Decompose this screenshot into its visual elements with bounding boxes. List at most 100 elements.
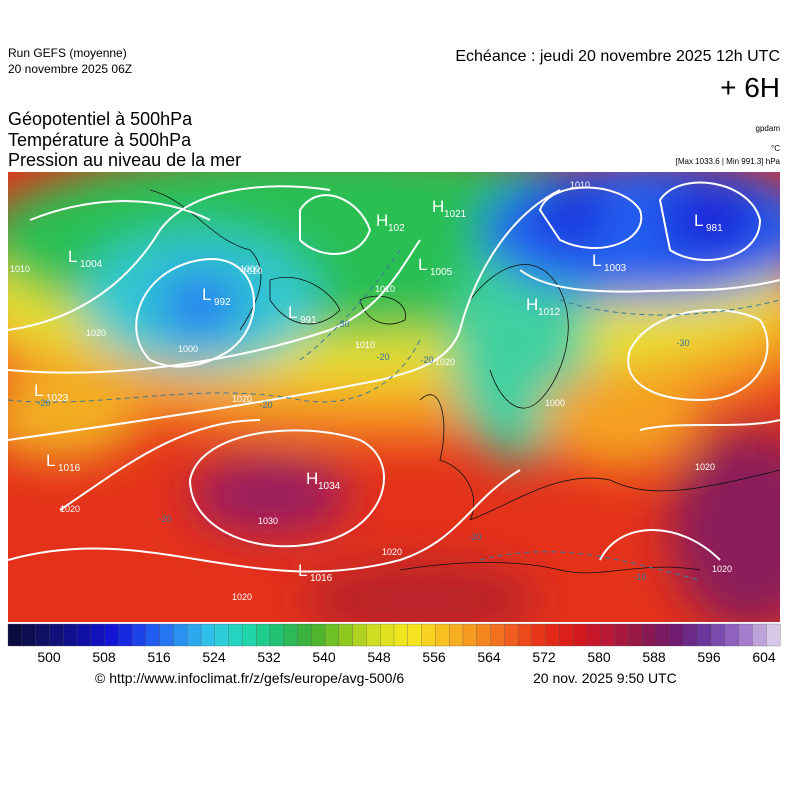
- unit: [Max 1033.6 | Min 991.3] hPa: [676, 157, 781, 166]
- scale-cell: [407, 623, 423, 647]
- scale-label: 540: [312, 649, 336, 665]
- scale-cell: [586, 623, 602, 647]
- scale-label: 556: [422, 649, 446, 665]
- isobar-label: 1000: [240, 264, 260, 274]
- footer-date: 20 nov. 2025 9:50 UTC: [533, 670, 677, 686]
- temperature-label: -20: [468, 532, 481, 542]
- center-value: 1005: [430, 267, 453, 278]
- temperature-label: -20: [420, 355, 433, 365]
- scale-cell: [35, 623, 50, 647]
- scale-cell: [545, 623, 560, 647]
- scale-cell: [352, 623, 367, 647]
- isobar-label: 1020: [712, 564, 732, 574]
- scale-cell: [49, 623, 64, 647]
- center-value: 1023: [46, 393, 69, 404]
- scale-label: 572: [532, 649, 556, 665]
- isobar-label: 1010: [375, 284, 395, 294]
- center-letter: L: [202, 285, 211, 304]
- center-letter: H: [526, 295, 538, 314]
- scale-cell: [131, 623, 147, 647]
- scale-label: 580: [587, 649, 611, 665]
- center-value: 981: [706, 223, 723, 234]
- scale-cell: [476, 623, 491, 647]
- isobar-label: 1020: [232, 394, 252, 404]
- isobar-label: 1010: [570, 180, 590, 190]
- center-value: 102: [388, 223, 405, 234]
- scale-cell: [531, 623, 547, 647]
- scale-label: 516: [147, 649, 171, 665]
- center-letter: L: [288, 303, 297, 322]
- coastlines: [149, 189, 780, 574]
- run-label: Run GEFS (moyenne): [8, 46, 127, 60]
- center-value: 992: [214, 297, 231, 308]
- center-letter: L: [592, 251, 601, 270]
- scale-cell: [697, 623, 712, 647]
- scale-cell: [641, 623, 657, 647]
- isobar-label: 1020: [695, 462, 715, 472]
- center-value: 1003: [604, 263, 627, 274]
- isobar-label: 1020: [382, 547, 402, 557]
- center-letter: L: [694, 211, 703, 230]
- layer-title: Température à 500hPa: [8, 130, 192, 150]
- scale-cell: [393, 623, 409, 647]
- center-value: 991: [300, 315, 317, 326]
- temperature-label: -20: [37, 398, 50, 408]
- scale-label: 532: [257, 649, 281, 665]
- center-letter: H: [432, 197, 444, 216]
- scale-cell: [724, 623, 740, 647]
- scale-label: 564: [477, 649, 501, 665]
- center-value: 1004: [80, 259, 103, 270]
- scale-cell: [766, 623, 781, 647]
- scale-cell: [559, 623, 574, 647]
- temperature-label: -20: [376, 352, 389, 362]
- scale-cell: [380, 623, 395, 647]
- isobar-label: 1010: [10, 264, 30, 274]
- scale-cell: [517, 623, 533, 647]
- scale-cell: [90, 623, 105, 647]
- scale-cell: [669, 623, 684, 647]
- scale-cell: [7, 623, 23, 647]
- scale-cell: [104, 623, 119, 647]
- center-value: 1021: [444, 209, 467, 220]
- scale-cell: [21, 623, 37, 647]
- isobar-label: 1030: [258, 516, 278, 526]
- scale-label: 500: [37, 649, 61, 665]
- echeance: Echéance : jeudi 20 novembre 2025 12h UT…: [455, 48, 780, 65]
- center-value: 1012: [538, 307, 561, 318]
- center-letter: L: [68, 247, 77, 266]
- scale-cell: [738, 623, 753, 647]
- temperature-label: -30: [676, 338, 689, 348]
- center-value: 1034: [318, 481, 341, 492]
- scale-cell: [311, 623, 326, 647]
- isobar-label: 1010: [242, 266, 262, 276]
- scale-cell: [242, 623, 257, 647]
- layer-title: Pression au niveau de la mer: [8, 150, 241, 170]
- run-date: 20 novembre 2025 06Z: [8, 62, 132, 76]
- scale-cell: [200, 623, 216, 647]
- unit: gpdam: [756, 124, 781, 133]
- scale-cell: [283, 623, 298, 647]
- temperature-label: -20: [158, 514, 171, 524]
- scale-cell: [159, 623, 174, 647]
- temperature-label: -30: [336, 319, 349, 329]
- unit: °C: [771, 144, 780, 153]
- scale-cell: [76, 623, 92, 647]
- center-letter: L: [298, 561, 307, 580]
- scale-cell: [269, 623, 285, 647]
- layer-title: Géopotentiel à 500hPa: [8, 109, 193, 129]
- isobar-label: 1020: [232, 592, 252, 602]
- scale-cell: [118, 623, 133, 647]
- scale-label: 508: [92, 649, 116, 665]
- isobars: [8, 181, 780, 573]
- scale-cell: [228, 623, 243, 647]
- scale-cell: [324, 623, 340, 647]
- scale-cell: [338, 623, 354, 647]
- scale-label: 596: [697, 649, 721, 665]
- scale-cell: [145, 623, 161, 647]
- isobar-label: 1020: [86, 328, 106, 338]
- scale-cell: [490, 623, 505, 647]
